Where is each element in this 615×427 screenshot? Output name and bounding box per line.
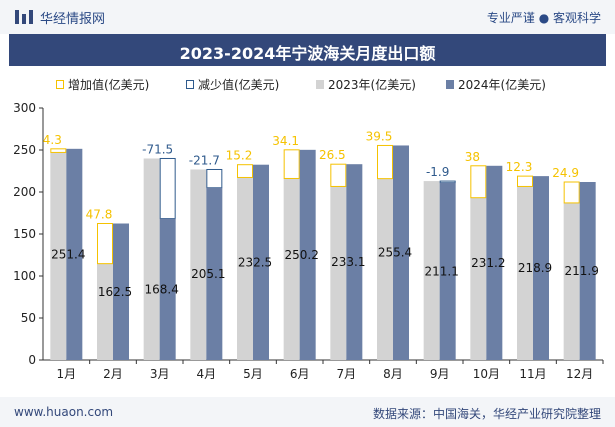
- bar-2024: [346, 164, 363, 360]
- x-tick-label: 3月: [150, 367, 170, 381]
- bar-2023: [143, 158, 160, 360]
- bar-2024: [486, 165, 503, 360]
- bar-2024-value-label: 168.4: [144, 282, 178, 296]
- x-tick-label: 9月: [430, 367, 450, 381]
- increase-value-label: 15.2: [226, 149, 253, 163]
- bar-2023: [330, 186, 347, 360]
- brand-name: 华经情报网: [40, 12, 106, 27]
- legend-swatch-decrease: [186, 80, 194, 89]
- y-tick-label: 0: [28, 353, 36, 367]
- bar-2023: [423, 181, 440, 360]
- bar-increase-box: [237, 164, 253, 178]
- x-tick-label: 11月: [519, 367, 546, 381]
- bar-2024: [579, 182, 596, 360]
- increase-value-label: 24.9: [552, 166, 579, 180]
- x-tick-label: 2月: [103, 367, 123, 381]
- bar-2024: [206, 187, 223, 360]
- y-tick-label: 100: [13, 269, 36, 283]
- bar-2024: [66, 148, 83, 360]
- x-tick-label: 8月: [383, 367, 403, 381]
- bar-2024-value-label: 205.1: [191, 267, 225, 281]
- increase-value-label: 4.3: [43, 133, 62, 147]
- legend-label-2023: 2023年(亿美元): [328, 78, 416, 92]
- bar-2023: [237, 177, 253, 360]
- x-tick-label: 7月: [337, 367, 357, 381]
- y-tick-label: 50: [21, 311, 36, 325]
- decrease-value-label: -1.9: [426, 165, 449, 179]
- increase-value-label: 47.8: [86, 208, 113, 222]
- bar-decrease-box: [439, 180, 456, 184]
- bar-increase-box: [97, 223, 113, 265]
- bar-increase-box: [470, 165, 487, 199]
- bar-increase-box: [517, 175, 533, 187]
- chart-title: 2023-2024年宁波海关月度出口额: [179, 44, 436, 63]
- increase-value-label: 12.3: [506, 160, 533, 174]
- y-tick-label: 300: [13, 101, 36, 115]
- footer-source: 数据来源：中国海关，华经产业研究院整理: [372, 407, 601, 421]
- bar-2024: [299, 149, 316, 360]
- x-tick-label: 4月: [197, 367, 217, 381]
- x-tick-label: 5月: [243, 367, 263, 381]
- bar-2024: [393, 145, 409, 360]
- bar-2024-value-label: 255.4: [378, 246, 412, 260]
- bar-decrease-box: [206, 168, 223, 189]
- bar-2023: [563, 202, 580, 360]
- bar-increase-box: [377, 144, 393, 180]
- bar-2023: [377, 178, 393, 360]
- bar-2023: [283, 178, 300, 360]
- bar-2024: [533, 176, 549, 360]
- legend-label-increase: 增加值(亿美元): [68, 78, 150, 92]
- legend-label-decrease: 减少值(亿美元): [198, 78, 280, 92]
- bar-2024: [113, 223, 129, 360]
- increase-value-label: 38: [465, 150, 480, 164]
- top-banner: [0, 0, 615, 34]
- legend-swatch-2024: [446, 80, 454, 89]
- decrease-value-label: -21.7: [189, 153, 220, 167]
- legend-swatch-increase: [56, 80, 64, 89]
- increase-value-label: 39.5: [366, 129, 393, 143]
- bar-2024-value-label: 211.1: [424, 264, 458, 278]
- bar-2024-value-label: 250.2: [284, 248, 318, 262]
- legend-label-2024: 2024年(亿美元): [458, 78, 546, 92]
- bar-2023: [50, 152, 67, 360]
- bar-2023: [470, 197, 487, 360]
- x-tick-label: 10月: [473, 367, 500, 381]
- bar-2024-value-label: 211.9: [564, 264, 598, 278]
- bar-increase-box: [283, 149, 300, 179]
- bar-2024-value-label: 231.2: [471, 256, 505, 270]
- bar-2023: [97, 263, 113, 360]
- y-tick-label: 200: [13, 185, 36, 199]
- bar-2024-value-label: 218.9: [518, 261, 552, 275]
- bar-2023: [517, 186, 533, 360]
- bar-2024: [253, 164, 269, 360]
- bar-2024-value-label: 232.5: [238, 255, 272, 269]
- title-bar: 2023-2024年宁波海关月度出口额: [9, 34, 606, 66]
- x-tick-label: 6月: [290, 367, 310, 381]
- increase-value-label: 26.5: [319, 148, 346, 162]
- footer-website: www.huaon.com: [14, 405, 114, 419]
- bar-decrease-box: [159, 157, 176, 220]
- bar-increase-box: [50, 148, 67, 153]
- bar-increase-box: [330, 163, 347, 187]
- y-tick-label: 150: [13, 227, 36, 241]
- footer-bar: [0, 397, 615, 427]
- legend-swatch-2023: [316, 80, 324, 89]
- bar-2024-value-label: 251.4: [51, 247, 85, 261]
- brand-tagline: 专业严谨 ● 客观科学: [486, 11, 601, 25]
- bar-2023: [190, 169, 207, 360]
- decrease-value-label: -71.5: [142, 142, 173, 156]
- bar-2024: [159, 218, 176, 360]
- bar-increase-box: [563, 181, 580, 204]
- bar-2024-value-label: 162.5: [98, 285, 132, 299]
- y-tick-label: 250: [13, 143, 36, 157]
- bar-2024-value-label: 233.1: [331, 255, 365, 269]
- bar-2024: [439, 182, 456, 360]
- chart-legend: 增加值(亿美元) 减少值(亿美元) 2023年(亿美元) 2024年(亿美元): [0, 76, 615, 94]
- huajing-logo-icon: [15, 10, 33, 24]
- x-tick-label: 1月: [57, 367, 77, 381]
- x-tick-label: 12月: [566, 367, 593, 381]
- increase-value-label: 34.1: [272, 134, 299, 148]
